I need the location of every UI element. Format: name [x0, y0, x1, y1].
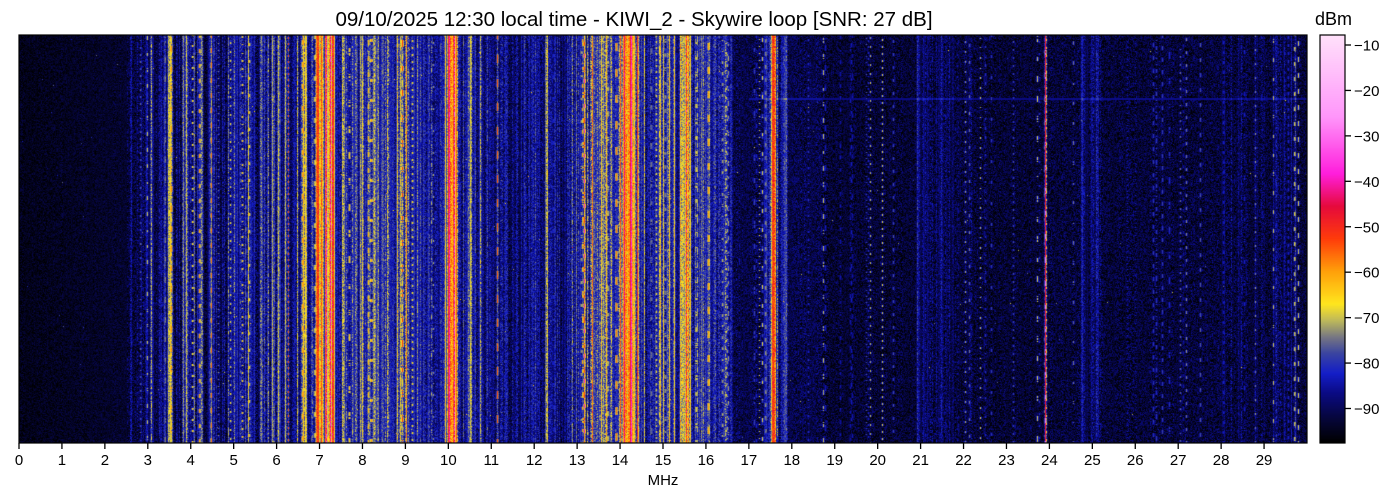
svg-text:13: 13 [569, 452, 586, 469]
svg-text:−30: −30 [1354, 128, 1379, 145]
svg-text:2: 2 [101, 452, 109, 469]
svg-text:11: 11 [483, 452, 499, 469]
svg-text:22: 22 [955, 452, 972, 469]
svg-text:0: 0 [15, 452, 23, 469]
svg-text:28: 28 [1213, 452, 1230, 469]
svg-text:14: 14 [612, 452, 629, 469]
svg-text:1: 1 [58, 452, 66, 469]
svg-text:24: 24 [1041, 452, 1058, 469]
svg-text:21: 21 [912, 452, 929, 469]
svg-text:20: 20 [869, 452, 886, 469]
svg-text:29: 29 [1256, 452, 1273, 469]
svg-text:12: 12 [526, 452, 543, 469]
svg-text:−70: −70 [1354, 310, 1379, 327]
svg-text:−60: −60 [1354, 265, 1379, 282]
svg-text:17: 17 [741, 452, 758, 469]
svg-text:4: 4 [187, 452, 195, 469]
svg-text:26: 26 [1127, 452, 1144, 469]
svg-text:27: 27 [1170, 452, 1187, 469]
svg-text:19: 19 [826, 452, 843, 469]
svg-text:−90: −90 [1354, 401, 1379, 418]
svg-text:−80: −80 [1354, 356, 1379, 373]
svg-text:−20: −20 [1354, 83, 1379, 100]
svg-text:6: 6 [272, 452, 280, 469]
svg-text:15: 15 [655, 452, 672, 469]
svg-text:23: 23 [998, 452, 1015, 469]
svg-text:9: 9 [401, 452, 409, 469]
svg-text:−50: −50 [1354, 219, 1379, 236]
svg-text:7: 7 [315, 452, 323, 469]
svg-text:25: 25 [1084, 452, 1101, 469]
svg-text:16: 16 [698, 452, 715, 469]
svg-text:MHz: MHz [648, 472, 679, 489]
svg-text:10: 10 [440, 452, 457, 469]
svg-text:5: 5 [229, 452, 237, 469]
svg-text:3: 3 [144, 452, 152, 469]
svg-text:8: 8 [358, 452, 366, 469]
svg-text:18: 18 [783, 452, 800, 469]
svg-text:−10: −10 [1354, 38, 1379, 55]
svg-text:−40: −40 [1354, 174, 1379, 191]
